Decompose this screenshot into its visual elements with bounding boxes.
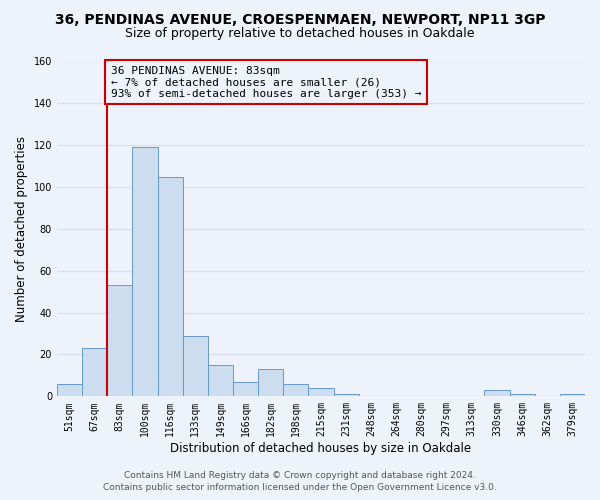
Bar (57, 384, 82, 396)
Bar (308, 388, 334, 396)
Bar (258, 369, 283, 396)
Bar (334, 394, 359, 396)
Bar (158, 176, 182, 396)
X-axis label: Distribution of detached houses by size in Oakdale: Distribution of detached houses by size … (170, 442, 472, 455)
Bar (107, 286, 133, 397)
Text: Size of property relative to detached houses in Oakdale: Size of property relative to detached ho… (125, 28, 475, 40)
Bar (283, 384, 308, 396)
Text: 36 PENDINAS AVENUE: 83sqm
← 7% of detached houses are smaller (26)
93% of semi-d: 36 PENDINAS AVENUE: 83sqm ← 7% of detach… (111, 66, 421, 99)
Y-axis label: Number of detached properties: Number of detached properties (15, 136, 28, 322)
Bar (208, 365, 233, 396)
Text: 36, PENDINAS AVENUE, CROESPENMAEN, NEWPORT, NP11 3GP: 36, PENDINAS AVENUE, CROESPENMAEN, NEWPO… (55, 12, 545, 26)
Bar (509, 394, 535, 396)
Bar (484, 390, 509, 396)
Bar (133, 148, 158, 396)
Bar (560, 394, 585, 396)
Bar (82, 348, 107, 397)
Text: Contains HM Land Registry data © Crown copyright and database right 2024.
Contai: Contains HM Land Registry data © Crown c… (103, 471, 497, 492)
Bar (233, 382, 258, 396)
Bar (182, 336, 208, 396)
